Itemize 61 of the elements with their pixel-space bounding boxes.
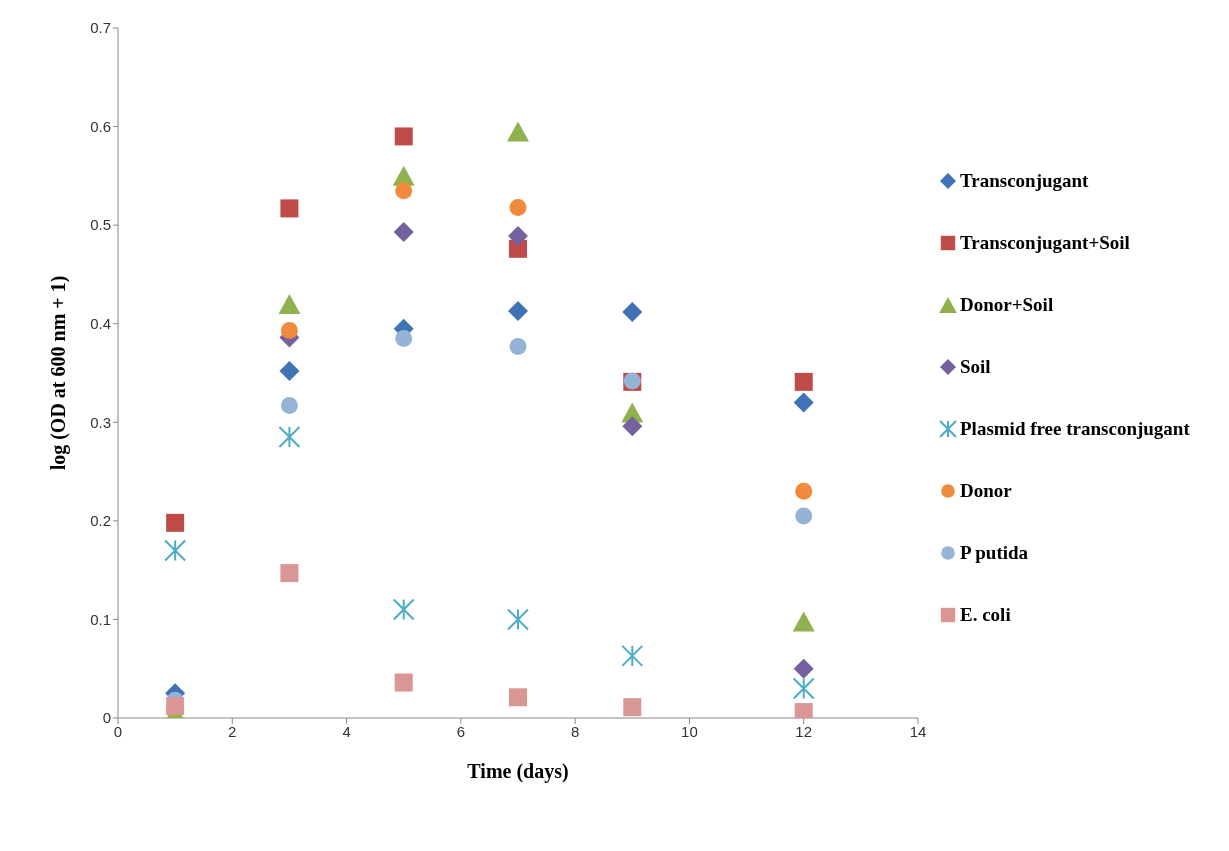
point: [279, 361, 300, 382]
legend-label: Donor+Soil: [960, 294, 1055, 316]
point: [394, 673, 413, 692]
point: [792, 611, 815, 632]
point: [393, 222, 414, 243]
point: [166, 513, 185, 532]
point: [795, 507, 813, 525]
legend-label: Transconjugant: [960, 170, 1090, 192]
point: [166, 697, 185, 716]
x-tick-label: 14: [909, 722, 927, 740]
y-tick-label: 0: [102, 709, 111, 727]
x-tick-label: 6: [456, 722, 466, 740]
point: [280, 397, 298, 415]
point: [622, 301, 643, 322]
legend-label: Transconjugant+Soil: [960, 232, 1131, 254]
point: [621, 644, 644, 667]
y-tick-label: 0.4: [90, 315, 111, 333]
point: [280, 564, 299, 583]
point: [509, 239, 527, 258]
point: [793, 658, 814, 679]
x-tick-label: 0: [113, 722, 123, 740]
point: [278, 294, 301, 314]
point: [164, 539, 187, 562]
point: [508, 300, 528, 321]
point: [509, 688, 527, 707]
point: [509, 337, 527, 355]
point: [392, 598, 415, 621]
y-tick-label: 0.6: [90, 117, 111, 135]
point: [623, 698, 642, 717]
point: [394, 127, 413, 146]
point: [622, 416, 643, 437]
point: [795, 482, 813, 500]
legend-label: Donor: [960, 480, 1013, 502]
legend-label: E. coli: [960, 604, 1012, 626]
legend-label: Plasmid free transconjugant: [960, 418, 1190, 440]
y-tick-label: 0.7: [90, 19, 111, 37]
y-axis-title: log (OD at 600 nm + 1): [47, 275, 71, 471]
point: [280, 322, 298, 340]
point: [509, 198, 527, 216]
point: [507, 121, 529, 142]
y-tick-label: 0.2: [90, 512, 111, 530]
point: [792, 677, 815, 700]
x-tick-label: 12: [795, 722, 813, 740]
point: [395, 330, 413, 347]
y-tick-label: 0.1: [90, 610, 111, 628]
y-tick-label: 0.5: [90, 216, 111, 234]
point: [280, 199, 299, 218]
y-tick-label: 0.3: [90, 413, 111, 431]
x-tick-label: 8: [570, 722, 580, 740]
point: [507, 608, 529, 631]
legend-label: Soil: [960, 356, 992, 378]
point: [508, 225, 528, 246]
point: [793, 392, 814, 413]
x-tick-label: 2: [228, 722, 237, 740]
x-tick-label: 4: [342, 722, 351, 740]
point: [395, 182, 413, 200]
point: [278, 426, 301, 449]
point: [794, 372, 813, 391]
legend-label: P putida: [960, 542, 1030, 564]
x-axis-title: Time (days): [467, 760, 569, 783]
x-tick-label: 10: [681, 722, 698, 740]
